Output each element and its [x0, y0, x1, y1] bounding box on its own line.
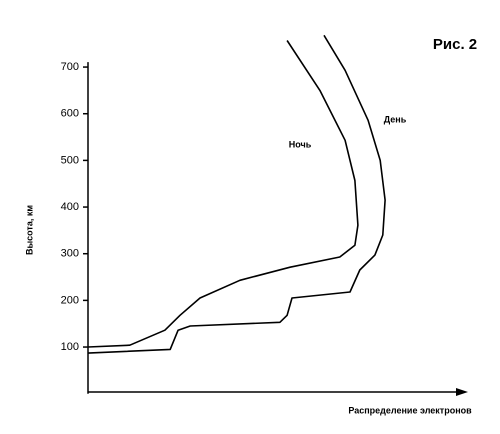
y-tick-label: 400 — [61, 201, 79, 213]
line-series — [87, 40, 359, 348]
y-tick-label: 100 — [61, 341, 79, 353]
y-tick-label: 300 — [61, 248, 79, 260]
y-axis-label: Высота, км — [24, 205, 34, 255]
y-tick-label: 700 — [61, 61, 79, 73]
y-tick-label: 500 — [61, 154, 79, 166]
line-series — [87, 34, 386, 354]
series-label: День — [384, 114, 407, 124]
x-axis-arrow — [456, 388, 468, 396]
y-tick-label: 600 — [61, 108, 79, 120]
chart-title: Рис. 2 — [433, 36, 477, 53]
series-label: Ночь — [289, 139, 312, 149]
x-axis-label: Распределение электронов — [348, 405, 472, 415]
y-tick-label: 200 — [61, 294, 79, 306]
